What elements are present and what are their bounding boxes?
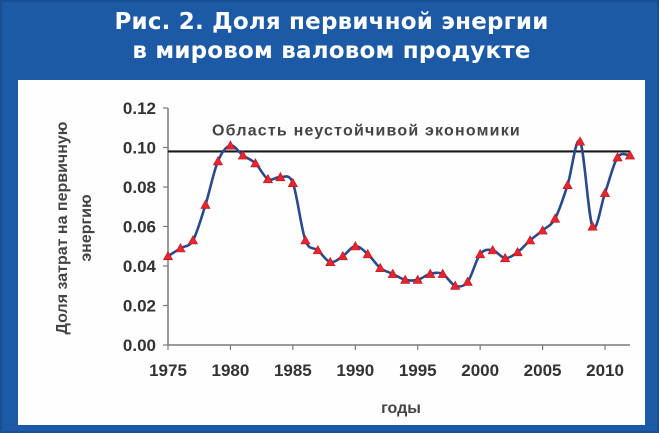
y-axis-label-line2: энергию [78,194,95,262]
threshold-label: Область неустойчивой экономики [212,122,521,139]
figure-title-line1: Рис. 2. Доля первичной энергии [114,9,549,35]
data-point-marker [412,274,423,284]
y-tick-label: 0.08 [123,178,156,197]
data-point-marker [425,268,436,278]
data-point-marker [362,248,373,259]
data-point-marker [612,152,623,162]
x-ticks: 1975 1980 1985 1990 1995 2000 2005 2010 [149,345,624,380]
data-point-marker [350,241,361,251]
data-point-marker [162,250,174,261]
data-point-marker [624,150,636,160]
y-tick-label: 0.10 [123,139,156,158]
figure-title: Рис. 2. Доля первичной энергии в мировом… [2,8,659,66]
data-point-marker [562,179,573,190]
data-point-marker [325,256,336,267]
data-point-marker [462,276,473,286]
data-point-marker [262,173,274,184]
x-tick-label: 2000 [461,361,499,380]
data-point-marker [312,244,323,255]
data-point-marker [599,187,611,197]
data-point-marker [387,268,398,278]
x-tick-label: 2005 [524,361,562,380]
x-tick-label: 1995 [399,361,437,380]
data-point-marker [300,235,311,245]
x-axis-label: годы [381,400,421,417]
y-ticks: 0.00 0.02 0.04 0.06 0.08 0.10 0.12 [123,99,168,355]
chart-panel [18,80,645,425]
data-point-marker [537,225,548,235]
data-point-marker [212,156,224,166]
data-point-marker [187,235,199,245]
data-point-marker [250,158,261,168]
y-axis-label-line1: Доля затрат на первичную [54,121,71,334]
data-point-marker [512,246,523,257]
axes [167,108,630,346]
data-point-marker [549,213,561,223]
x-tick-label: 1975 [149,361,187,380]
data-point-marker [175,243,186,253]
data-point-marker [437,268,448,278]
figure-title-line2: в мировом валовом продукте [132,38,531,64]
y-tick-label: 0.00 [123,336,156,355]
data-point-marker [475,248,486,259]
data-point-marker [587,221,598,231]
series-line [167,139,631,288]
data-point-marker [337,250,348,261]
data-point-marker [200,199,211,209]
data-point-marker [237,150,249,160]
data-point-marker [400,274,411,284]
data-point-marker [450,280,461,290]
y-tick-label: 0.04 [123,257,157,276]
x-tick-label: 1985 [274,361,312,380]
data-point-marker [225,140,236,150]
x-tick-label: 1990 [336,361,374,380]
x-tick-label: 1980 [212,361,250,380]
data-point-marker [487,244,498,255]
data-point-marker [287,177,298,188]
series-markers [162,136,636,290]
data-point-marker [500,252,511,263]
data-point-marker [275,171,286,182]
y-axis-label: Доля затрат на первичную энергию [54,121,95,334]
y-tick-label: 0.02 [123,297,156,316]
x-tick-label: 2010 [586,361,624,380]
data-point-marker [524,235,536,245]
y-tick-label: 0.06 [123,218,156,237]
data-point-marker [375,262,386,272]
data-point-marker [574,136,586,146]
y-tick-label: 0.12 [123,99,156,118]
